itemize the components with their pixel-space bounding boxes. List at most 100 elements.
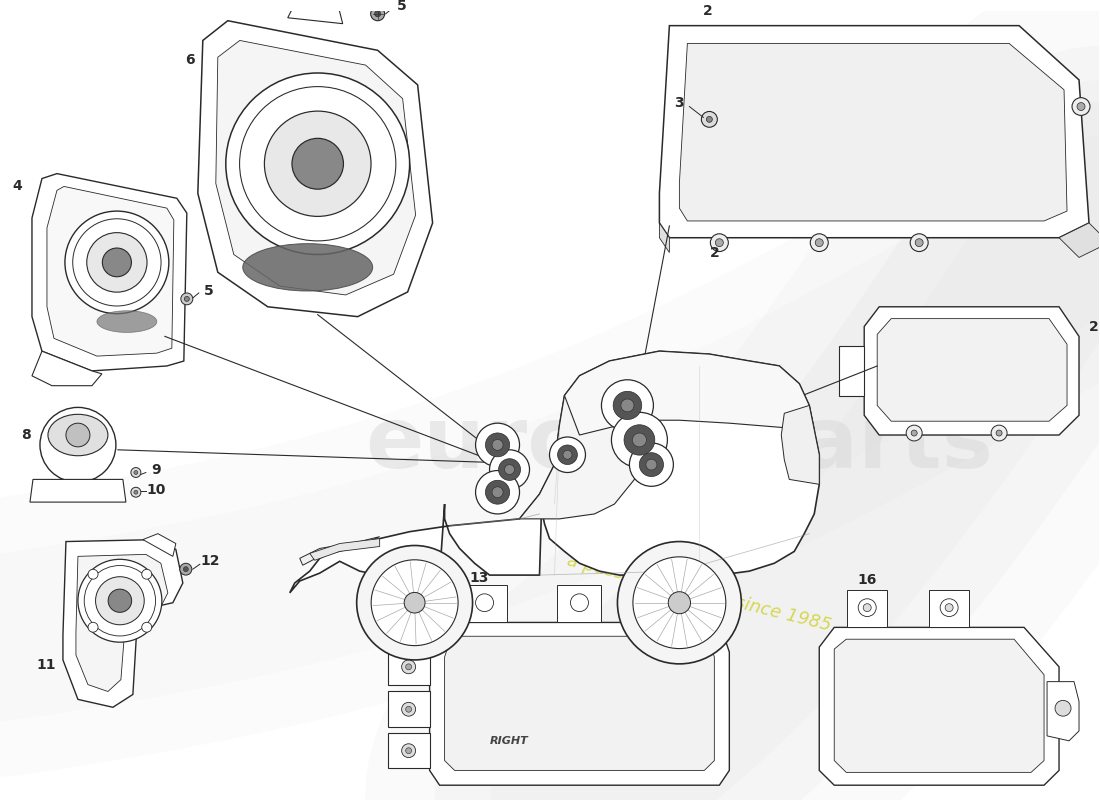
Circle shape bbox=[997, 430, 1002, 436]
Circle shape bbox=[550, 437, 585, 473]
Circle shape bbox=[142, 570, 152, 579]
Circle shape bbox=[613, 391, 641, 419]
Circle shape bbox=[558, 445, 578, 465]
Circle shape bbox=[910, 234, 928, 251]
Circle shape bbox=[668, 592, 691, 614]
Circle shape bbox=[108, 589, 132, 612]
Text: 5: 5 bbox=[397, 0, 407, 13]
Circle shape bbox=[485, 480, 509, 504]
Circle shape bbox=[715, 238, 724, 246]
Circle shape bbox=[402, 702, 416, 716]
Text: 13: 13 bbox=[470, 571, 490, 585]
Circle shape bbox=[811, 234, 828, 251]
Circle shape bbox=[475, 423, 519, 466]
Polygon shape bbox=[387, 733, 430, 769]
Text: RIGHT: RIGHT bbox=[491, 736, 529, 746]
Polygon shape bbox=[387, 691, 430, 727]
Circle shape bbox=[620, 399, 634, 412]
Polygon shape bbox=[519, 394, 654, 519]
Circle shape bbox=[78, 559, 162, 642]
Polygon shape bbox=[877, 318, 1067, 422]
Circle shape bbox=[639, 453, 663, 477]
Ellipse shape bbox=[243, 244, 373, 291]
Polygon shape bbox=[387, 649, 430, 685]
Text: 2: 2 bbox=[1089, 319, 1099, 334]
Circle shape bbox=[632, 557, 726, 649]
Circle shape bbox=[375, 11, 381, 17]
Circle shape bbox=[475, 594, 494, 611]
Polygon shape bbox=[143, 534, 176, 556]
Polygon shape bbox=[1047, 682, 1079, 741]
Polygon shape bbox=[444, 636, 714, 770]
Text: a passion for parts since 1985: a passion for parts since 1985 bbox=[565, 551, 834, 634]
Text: 9: 9 bbox=[151, 462, 161, 477]
Circle shape bbox=[65, 211, 168, 314]
Circle shape bbox=[815, 238, 823, 246]
Polygon shape bbox=[930, 590, 969, 627]
Circle shape bbox=[371, 560, 458, 646]
Circle shape bbox=[180, 293, 192, 305]
Polygon shape bbox=[76, 554, 168, 691]
Circle shape bbox=[505, 465, 515, 474]
Circle shape bbox=[404, 593, 425, 613]
Polygon shape bbox=[32, 351, 102, 386]
Circle shape bbox=[906, 425, 922, 441]
Circle shape bbox=[629, 443, 673, 486]
Polygon shape bbox=[680, 43, 1067, 221]
Circle shape bbox=[492, 487, 503, 498]
Polygon shape bbox=[32, 174, 187, 371]
Circle shape bbox=[706, 116, 713, 122]
Text: 2: 2 bbox=[710, 246, 719, 259]
Circle shape bbox=[179, 563, 191, 575]
Circle shape bbox=[666, 594, 683, 611]
Polygon shape bbox=[659, 26, 1089, 238]
Polygon shape bbox=[564, 351, 814, 435]
Circle shape bbox=[356, 546, 473, 660]
Circle shape bbox=[73, 218, 161, 306]
Circle shape bbox=[602, 380, 653, 431]
Circle shape bbox=[292, 138, 343, 189]
Circle shape bbox=[87, 233, 147, 292]
Circle shape bbox=[571, 594, 588, 611]
Circle shape bbox=[85, 566, 155, 636]
Circle shape bbox=[646, 459, 657, 470]
Polygon shape bbox=[834, 639, 1044, 772]
Circle shape bbox=[102, 248, 131, 277]
Text: 6: 6 bbox=[185, 53, 195, 67]
Circle shape bbox=[185, 297, 189, 302]
Polygon shape bbox=[216, 41, 416, 295]
Circle shape bbox=[1055, 700, 1071, 716]
Circle shape bbox=[131, 487, 141, 497]
Polygon shape bbox=[288, 0, 343, 24]
Circle shape bbox=[264, 111, 371, 216]
Circle shape bbox=[184, 566, 188, 572]
Circle shape bbox=[945, 604, 953, 611]
Circle shape bbox=[406, 706, 411, 712]
Circle shape bbox=[490, 450, 529, 490]
Circle shape bbox=[711, 234, 728, 251]
Circle shape bbox=[915, 238, 923, 246]
Polygon shape bbox=[652, 585, 696, 622]
Text: 16: 16 bbox=[858, 573, 877, 587]
Circle shape bbox=[406, 748, 411, 754]
Polygon shape bbox=[558, 585, 602, 622]
Circle shape bbox=[1072, 98, 1090, 115]
Polygon shape bbox=[847, 590, 888, 627]
Circle shape bbox=[617, 542, 741, 664]
Text: 11: 11 bbox=[36, 658, 56, 672]
Text: eurocarparts: eurocarparts bbox=[365, 403, 993, 486]
Polygon shape bbox=[463, 585, 506, 622]
Circle shape bbox=[612, 412, 668, 467]
Circle shape bbox=[402, 660, 416, 674]
Polygon shape bbox=[865, 306, 1079, 435]
Ellipse shape bbox=[97, 310, 157, 333]
Circle shape bbox=[66, 423, 90, 447]
Polygon shape bbox=[820, 627, 1059, 786]
Text: 4: 4 bbox=[12, 179, 22, 194]
Circle shape bbox=[88, 622, 98, 632]
Polygon shape bbox=[1059, 223, 1100, 258]
Polygon shape bbox=[289, 351, 820, 593]
Circle shape bbox=[702, 111, 717, 127]
Polygon shape bbox=[781, 406, 820, 484]
Ellipse shape bbox=[48, 414, 108, 456]
